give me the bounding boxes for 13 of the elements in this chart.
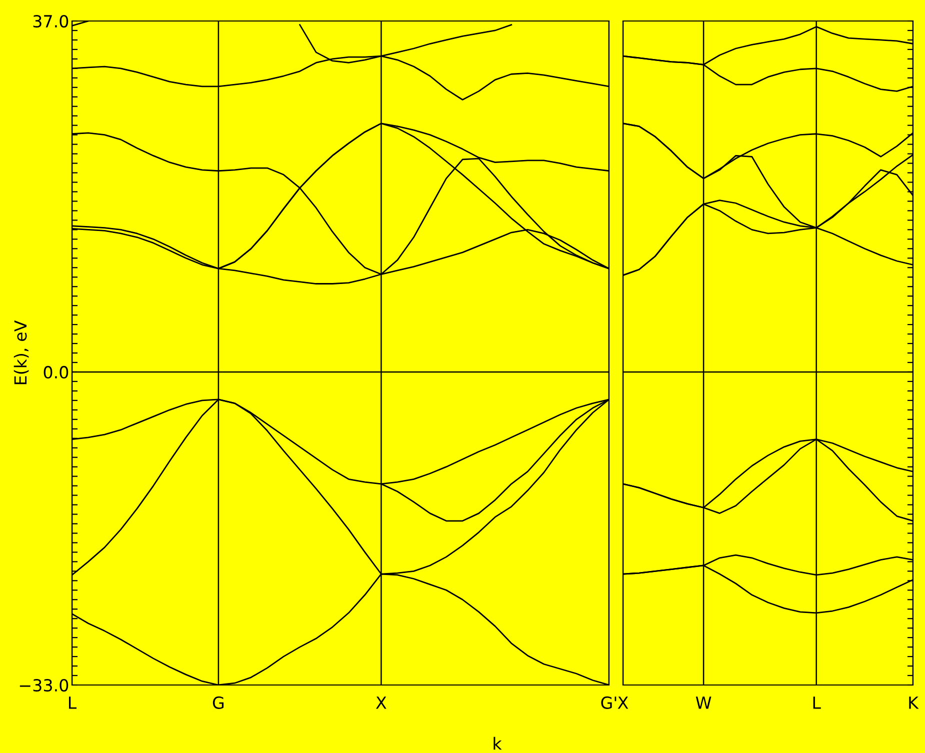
x-tick-label: W xyxy=(696,696,712,709)
y-tick-label: 37.0 xyxy=(33,14,68,28)
x-axis-title: k xyxy=(494,736,502,750)
x-tick-label: L xyxy=(813,696,821,709)
x-tick-label: X xyxy=(618,696,628,709)
x-tick-label: G' xyxy=(601,696,616,710)
y-tick-label: −33.0 xyxy=(20,678,68,692)
x-tick-label: X xyxy=(376,696,386,709)
y-tick-label: 0.0 xyxy=(44,366,68,379)
x-tick-label: L xyxy=(68,696,77,709)
x-tick-label: G xyxy=(212,696,224,710)
y-axis-title: E(k), eV xyxy=(14,320,29,384)
x-tick-label: K xyxy=(909,696,919,709)
